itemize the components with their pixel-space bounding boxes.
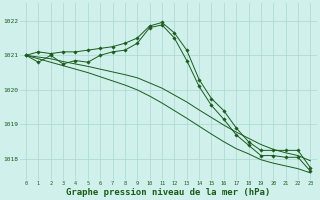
X-axis label: Graphe pression niveau de la mer (hPa): Graphe pression niveau de la mer (hPa) [66, 188, 270, 197]
